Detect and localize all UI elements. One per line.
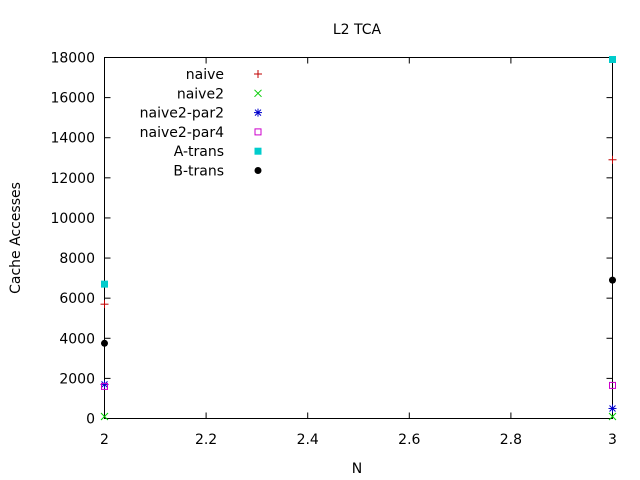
legend-label-5: B-trans [173,164,224,180]
legend-label-2: naive2-par2 [140,106,224,122]
legend-marker-1 [254,89,262,98]
legend-marker-2 [254,108,262,117]
data-point-series-1 [608,412,617,421]
y-tick-label: 0 [86,412,95,428]
legend-label-1: naive2 [177,86,224,102]
legend-marker-4 [254,147,262,155]
legend-marker-2-d2 [254,109,262,116]
data-point-series-4 [101,280,108,288]
y-tick-label: 8000 [59,251,95,267]
y-tick-label: 4000 [59,331,95,347]
chart-title: L2 TCA [333,22,382,38]
data-point-series-3-box [101,382,108,390]
legend-marker-3 [254,128,262,136]
legend-marker-3-box [254,128,262,136]
x-tick-label: 2 [100,432,109,448]
x-tick-label: 2.8 [500,432,522,448]
legend-label-4: A-trans [174,144,224,160]
legend-marker-5 [254,167,262,174]
y-tick-label: 14000 [50,131,95,147]
data-point-series-2-d2 [609,405,616,412]
x-tick-label: 2.6 [398,432,420,448]
data-point-series-0 [608,155,617,164]
y-tick-label: 12000 [50,171,95,187]
legend: naive naive2 naive2-par2 naive2-par4 A-trans… [140,67,262,180]
data-point-series-5 [609,276,616,284]
data-point-series-4-box [609,56,616,64]
data-point-series-1 [100,412,109,421]
legend-label-0: naive [186,67,224,83]
data-point-series-2 [608,404,617,413]
y-tick-label: 10000 [50,211,95,227]
x-axis-label: N [352,461,362,477]
data-point-series-5-dot [609,276,616,284]
data-point-series-2-d2 [101,381,108,388]
legend-label-3: naive2-par4 [140,125,224,141]
data-point-series-3 [101,382,108,390]
x-tick-label: 2.4 [297,432,319,448]
y-tick-label: 16000 [50,91,95,107]
legend-marker-1-d2 [254,89,262,98]
y-tick-label: 18000 [50,51,95,67]
data-point-series-3 [609,381,616,389]
data-point-series-3-box [609,381,616,389]
data-point-series-5 [101,339,108,347]
y-tick-label: 2000 [59,371,95,387]
x-tick-label: 2.2 [195,432,217,448]
data-points [100,56,617,421]
x-tick-label: 3 [608,432,617,448]
data-point-series-5-dot [101,339,108,347]
data-point-series-0 [100,300,109,309]
data-point-series-4-box [101,280,108,288]
data-point-series-1-d2 [100,412,109,421]
axis-tick-labels: 2 2.2 2.4 2.6 2.8 3 0 2000 4000 6000 8000 10000 1200… [50,51,617,449]
legend-marker-5-dot [254,167,262,174]
y-tick-label: 6000 [59,291,95,307]
legend-marker-4-box [254,147,262,155]
plot-frame [104,57,613,419]
y-axis-label: Cache Accesses [8,182,24,294]
data-point-series-4 [609,56,616,64]
data-point-series-1-d2 [608,412,617,421]
legend-marker-0 [254,70,262,78]
